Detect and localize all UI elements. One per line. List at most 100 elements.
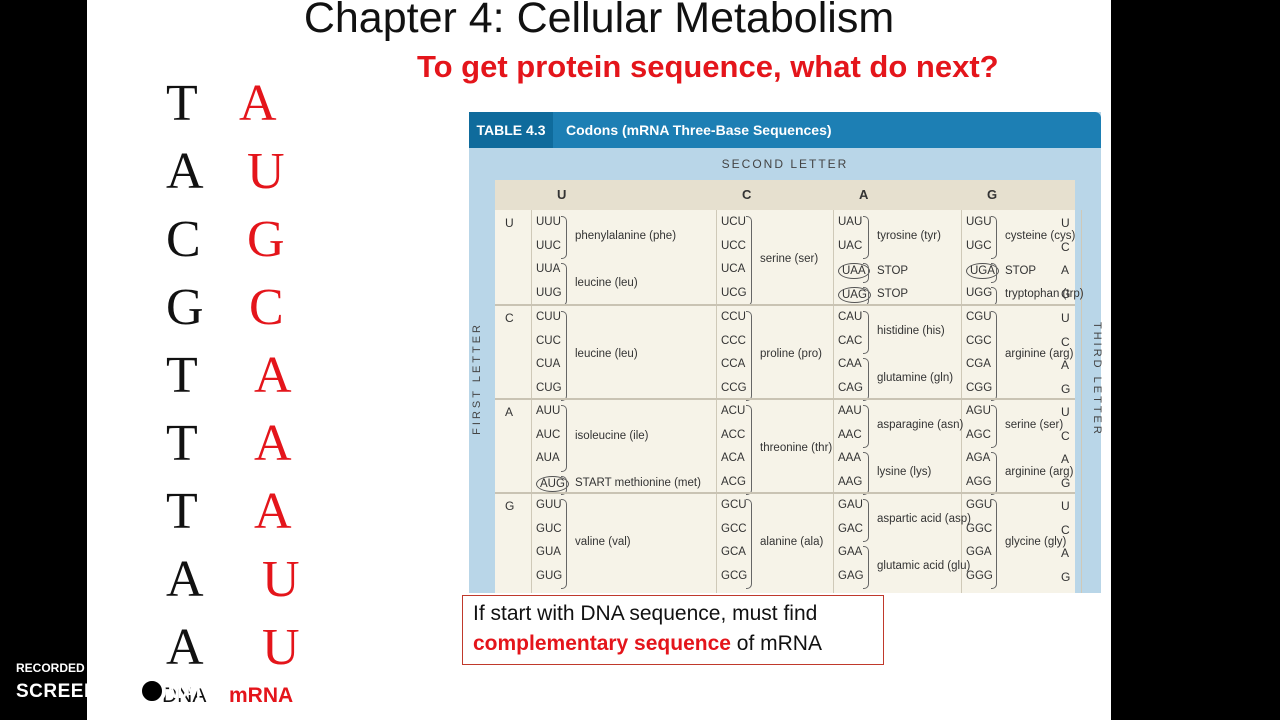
mrna-letter: U xyxy=(262,551,300,608)
codon: AUU xyxy=(536,405,561,417)
column-divider xyxy=(1081,210,1082,593)
note-highlight: complementary sequence xyxy=(473,632,731,655)
codon: GGC xyxy=(966,522,993,535)
watermark-line-1: RECORDED WITH xyxy=(16,661,119,675)
codon-brace xyxy=(863,358,869,401)
third-letter: U xyxy=(1061,499,1070,513)
codon: CCA xyxy=(721,358,746,370)
dna-letter: C xyxy=(166,211,201,268)
codon-brace xyxy=(991,216,997,259)
codon: UCG xyxy=(721,286,747,299)
amino-acid: lysine (lys) xyxy=(877,465,932,478)
codon: UAU xyxy=(838,216,863,228)
codon-brace xyxy=(561,499,567,589)
codon-brace xyxy=(863,452,869,495)
codon: CCU xyxy=(721,311,746,323)
codon: UUG xyxy=(536,286,562,299)
codon: CAA xyxy=(838,358,862,370)
codon: ACG xyxy=(721,475,746,488)
codon: GCU xyxy=(721,499,747,511)
table-grid xyxy=(495,180,1075,593)
column-header: G xyxy=(987,187,998,202)
codon: CGU xyxy=(966,311,992,323)
note-box: If start with DNA sequence, must find co… xyxy=(462,595,884,665)
amino-acid: alanine (ala) xyxy=(760,536,824,548)
codon: ACU xyxy=(721,405,746,417)
codon-brace xyxy=(991,405,997,448)
codon-brace xyxy=(746,405,752,495)
amino-acid: serine (ser) xyxy=(760,253,819,265)
codon-brace xyxy=(561,475,567,495)
codon: AGU xyxy=(966,405,991,417)
amino-acid: phenylalanine (phe) xyxy=(575,229,677,242)
codon: UCA xyxy=(721,263,746,275)
codon-brace xyxy=(561,405,567,472)
amino-acid: tryptophan (trp) xyxy=(1005,288,1084,301)
mrna-letter: A xyxy=(254,415,292,472)
amino-acid: leucine (leu) xyxy=(575,348,638,360)
codon-brace xyxy=(561,216,567,259)
third-letter: A xyxy=(1061,263,1070,277)
third-letter: U xyxy=(1061,405,1070,419)
codon-brace xyxy=(863,499,869,542)
codon: GUG xyxy=(536,569,563,582)
dna-letter: G xyxy=(166,279,204,336)
amino-acid: leucine (leu) xyxy=(575,276,638,289)
codon: AAA xyxy=(838,452,862,464)
codon: CUC xyxy=(536,334,561,347)
third-letter: G xyxy=(1061,569,1071,584)
amino-acid: arginine (arg) xyxy=(1005,348,1074,360)
codon: GCA xyxy=(721,546,746,558)
dna-letter: A xyxy=(166,551,204,608)
codon: CUU xyxy=(536,311,561,323)
table-label: TABLE 4.3 xyxy=(469,112,553,148)
codon: CAU xyxy=(838,311,863,323)
codon: CGC xyxy=(966,334,992,347)
codon: GAA xyxy=(838,546,863,558)
dna-letter: T xyxy=(166,483,198,540)
note-rest: of mRNA xyxy=(730,632,822,655)
dna-letter: T xyxy=(166,415,198,472)
codon-brace xyxy=(863,405,869,448)
first-letter-label: FIRST LETTER xyxy=(471,322,483,435)
codon: CCG xyxy=(721,381,747,394)
amino-acid: proline (pro) xyxy=(760,348,822,360)
amino-acid: serine (ser) xyxy=(1005,418,1064,431)
amino-acid: cysteine (cys) xyxy=(1005,229,1076,242)
mrna-caption: mRNA xyxy=(229,684,294,707)
codon: GGG xyxy=(966,569,993,582)
amino-acid: valine (val) xyxy=(575,536,631,548)
column-header: C xyxy=(742,187,752,202)
codon-brace xyxy=(991,311,997,401)
column-divider xyxy=(961,210,962,593)
codon: GGA xyxy=(966,546,992,558)
dna-letter: A xyxy=(166,143,204,200)
codon: AUC xyxy=(536,428,561,441)
third-letter: G xyxy=(1061,475,1071,490)
mrna-letter: U xyxy=(247,143,285,200)
codon-brace xyxy=(863,311,869,354)
codon: AUA xyxy=(536,452,560,464)
amino-acid: STOP xyxy=(877,288,909,301)
codon: GGU xyxy=(966,499,993,511)
third-letter: C xyxy=(1061,428,1070,443)
third-letter: A xyxy=(1061,546,1070,560)
codon: GUA xyxy=(536,546,561,558)
third-letter: C xyxy=(1061,522,1070,537)
amino-acid: asparagine (asn) xyxy=(877,418,964,431)
amino-acid: glutamine (gln) xyxy=(877,371,954,384)
codon: ACA xyxy=(721,452,745,464)
dna-caption: DNA xyxy=(162,684,207,707)
codon: UCC xyxy=(721,239,746,252)
note-line-1: If start with DNA sequence, must find xyxy=(473,602,818,625)
amino-acid: STOP xyxy=(1005,264,1037,277)
codon: UGU xyxy=(966,216,992,228)
codon: UGG xyxy=(966,286,993,299)
codon: AGA xyxy=(966,452,991,464)
slide: Chapter 4: Cellular Metabolism To get pr… xyxy=(87,0,1111,720)
codon: GUC xyxy=(536,522,562,535)
column-header-band xyxy=(495,180,1075,210)
codon-brace xyxy=(863,263,869,283)
first-letter: U xyxy=(505,216,514,230)
codon-brace xyxy=(746,311,752,401)
